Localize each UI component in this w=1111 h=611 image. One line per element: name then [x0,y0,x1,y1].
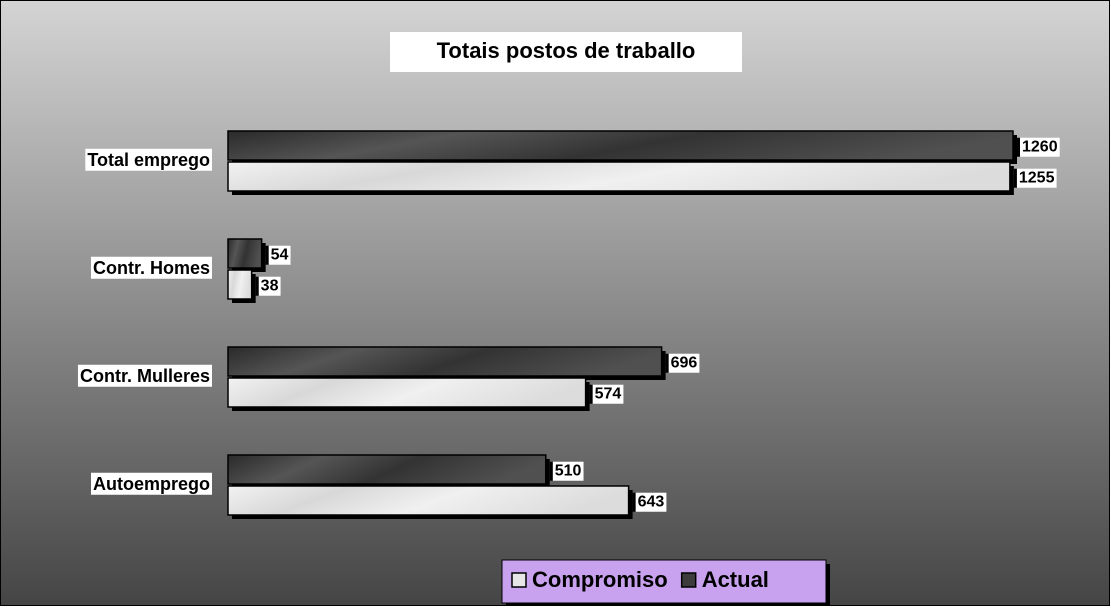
bar [227,346,663,377]
data-label-box [668,353,700,373]
category-label-box [91,472,213,495]
data-label-box [1020,137,1060,157]
bar [227,161,1011,192]
category-label: Contr. Homes [93,258,210,278]
legend-box [501,559,827,604]
bar [227,485,630,516]
data-label: 54 [271,247,289,264]
bar [227,454,547,485]
data-label-edge [265,245,269,265]
bar [227,377,587,408]
data-label-box [258,276,281,296]
data-label-edge [255,276,259,296]
data-label: 1260 [1022,139,1058,156]
data-label-edge [665,353,669,373]
category-label: Contr. Mulleres [80,366,210,386]
category-label: Total emprego [87,150,210,170]
bar [227,238,263,269]
category-label-box [90,256,212,279]
category-label-box [77,364,212,387]
data-label: 696 [671,355,698,372]
category-label-box [85,148,212,171]
bar [227,130,1014,161]
chart-title: Totais postos de traballo [437,38,696,63]
data-label-box [592,384,624,404]
legend-swatch [680,572,697,588]
data-label-box [552,461,584,481]
legend-swatch [511,572,527,588]
bar [227,269,253,300]
category-label: Autoemprego [93,474,210,494]
data-label-box [635,492,667,512]
data-label: 574 [595,386,622,403]
data-label-box [268,245,291,265]
data-label-edge [1017,137,1020,157]
data-label: 510 [555,463,582,480]
data-label-edge [1013,168,1017,188]
data-label: 643 [638,494,665,511]
data-label-box [1016,168,1057,188]
data-label-edge [549,461,553,481]
data-label: 38 [261,278,279,295]
legend-label: Compromiso [532,567,668,592]
data-label-edge [632,492,636,512]
title-box [390,32,742,72]
data-label-edge [589,384,593,404]
legend-label: Actual [702,567,769,592]
data-label: 1255 [1019,170,1055,187]
